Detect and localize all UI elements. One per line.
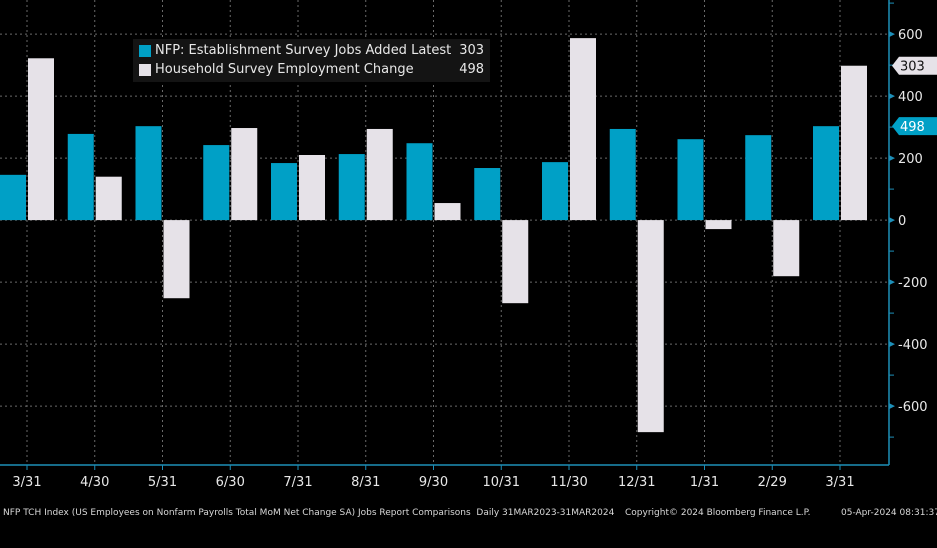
- bar-household: [502, 220, 529, 304]
- y-tick-marker: [889, 31, 895, 38]
- x-tick-label: 3/31: [12, 475, 41, 490]
- last-value-marker: [892, 56, 937, 75]
- bar-household: [570, 38, 596, 221]
- x-tick-label: 10/31: [483, 475, 520, 490]
- bar-establishment: [406, 143, 433, 221]
- bar-establishment: [609, 128, 636, 221]
- bar-household: [434, 203, 461, 221]
- x-tick-label: 3/31: [825, 475, 854, 490]
- legend-value: 303: [459, 43, 485, 58]
- legend-label: Household Survey Employment Change: [155, 62, 414, 77]
- bar-household: [299, 155, 325, 221]
- bar-household: [95, 176, 122, 221]
- y-tick-label: 200: [898, 152, 923, 167]
- bar-establishment: [745, 135, 772, 221]
- x-tick-label: 5/31: [148, 475, 177, 490]
- bar-household: [28, 58, 54, 221]
- bar-establishment: [135, 126, 162, 221]
- bar-household: [705, 220, 732, 230]
- x-tick-label: 9/30: [419, 475, 448, 490]
- legend-item-household: Household Survey Employment Change 498: [139, 60, 484, 79]
- y-tick-marker: [889, 155, 895, 162]
- last-value-label: 498: [900, 120, 925, 135]
- y-tick-label: 400: [898, 90, 923, 105]
- x-tick-label: 11/30: [550, 475, 587, 490]
- bar-establishment: [338, 154, 365, 221]
- bar-establishment: [203, 145, 230, 221]
- y-tick-marker: [889, 403, 895, 410]
- legend-item-establishment: NFP: Establishment Survey Jobs Added Lat…: [139, 41, 484, 60]
- bar-establishment: [677, 139, 704, 221]
- y-tick-marker: [889, 341, 895, 348]
- y-tick-label: -600: [898, 400, 928, 415]
- legend-label: NFP: Establishment Survey Jobs Added Lat…: [155, 43, 452, 58]
- bar-chart: 600 400 200 0 -200 -400 -600 3/31 4/30 5/31 6/30 7/…: [0, 0, 937, 490]
- x-tick-label: 12/31: [618, 475, 655, 490]
- x-tick-label: 1/31: [690, 475, 719, 490]
- x-tick-label: 7/31: [283, 475, 312, 490]
- bar-household: [637, 220, 664, 433]
- legend: NFP: Establishment Survey Jobs Added Lat…: [133, 39, 491, 82]
- bar-household: [163, 220, 190, 299]
- x-tick-label: 6/30: [216, 475, 245, 490]
- legend-swatch-white: [139, 63, 151, 76]
- y-tick-label: -400: [898, 338, 928, 353]
- footer-description: NFP TCH Index (US Employees on Nonfarm P…: [3, 508, 615, 518]
- x-tick-label: 2/29: [758, 475, 787, 490]
- bar-establishment: [271, 163, 297, 221]
- bar-household: [231, 128, 258, 221]
- y-tick-marker: [889, 93, 895, 100]
- footer-timestamp: 05-Apr-2024 08:31:37: [841, 508, 937, 518]
- bar-household: [366, 128, 393, 221]
- bar-establishment: [474, 168, 501, 221]
- last-value-label: 303: [900, 60, 925, 75]
- y-tick-label: 0: [898, 214, 906, 229]
- footer: NFP TCH Index (US Employees on Nonfarm P…: [3, 508, 937, 548]
- bar-household: [841, 65, 867, 221]
- bar-household: [773, 220, 800, 277]
- x-tick-label: 8/31: [351, 475, 380, 490]
- footer-copyright: Copyright© 2024 Bloomberg Finance L.P.: [625, 508, 811, 518]
- legend-value: 498: [459, 62, 485, 77]
- bar-establishment: [542, 162, 568, 221]
- last-value-marker: [892, 117, 937, 136]
- bar-establishment: [0, 174, 26, 221]
- y-tick-marker: [889, 217, 895, 224]
- bar-establishment: [67, 133, 94, 221]
- y-tick-label: -200: [898, 276, 928, 291]
- legend-swatch-blue: [139, 44, 151, 57]
- y-tick-marker: [889, 279, 895, 286]
- y-tick-label: 600: [898, 28, 923, 43]
- x-tick-label: 4/30: [80, 475, 109, 490]
- bar-establishment: [813, 126, 839, 221]
